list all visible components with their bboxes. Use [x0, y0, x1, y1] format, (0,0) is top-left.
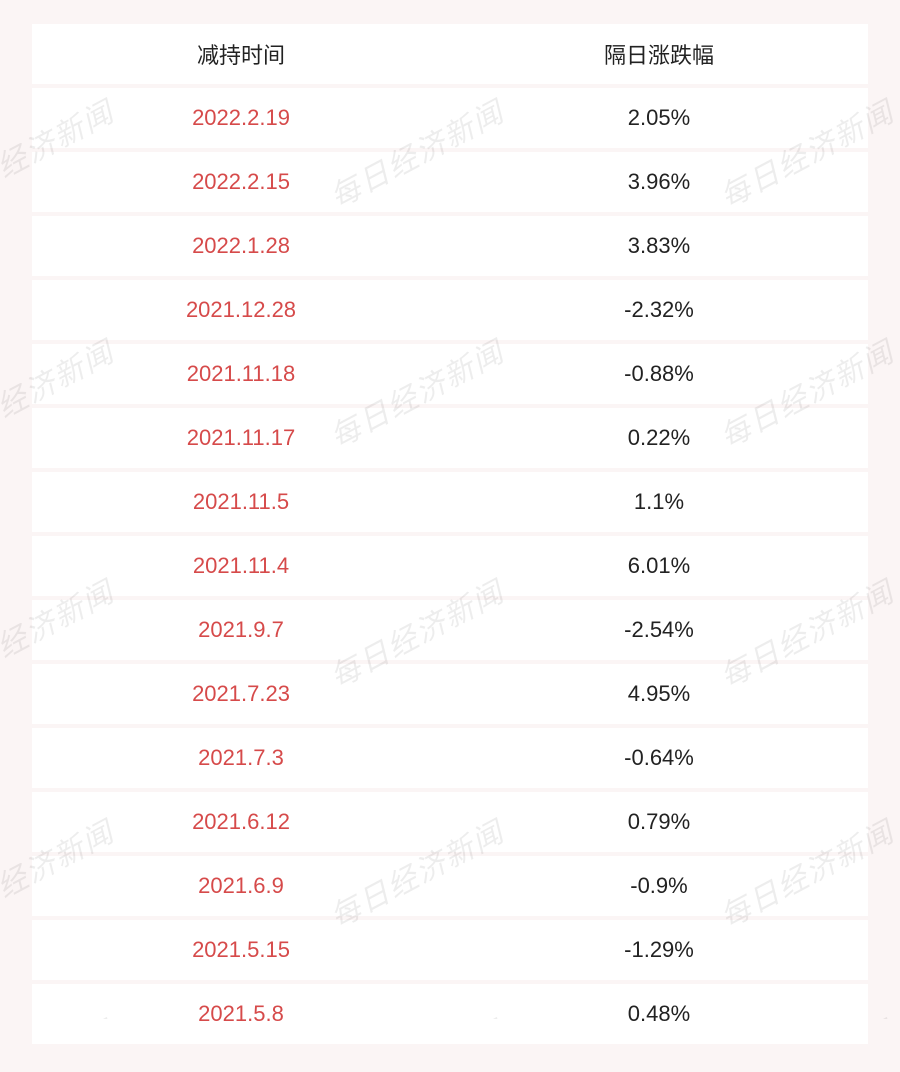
cell-date: 2022.1.28 — [32, 233, 450, 259]
cell-date: 2021.9.7 — [32, 617, 450, 643]
table-row: 2021.12.28-2.32% — [32, 280, 868, 340]
table-row: 2021.11.18-0.88% — [32, 344, 868, 404]
cell-date: 2021.5.8 — [32, 1001, 450, 1027]
cell-value: 0.22% — [450, 425, 868, 451]
cell-date: 2021.5.15 — [32, 937, 450, 963]
cell-date: 2021.11.18 — [32, 361, 450, 387]
table-row: 2021.11.51.1% — [32, 472, 868, 532]
cell-date: 2021.7.23 — [32, 681, 450, 707]
cell-date: 2021.6.12 — [32, 809, 450, 835]
table-row: 2021.9.7-2.54% — [32, 600, 868, 660]
cell-value: -2.54% — [450, 617, 868, 643]
table-row: 2021.6.9-0.9% — [32, 856, 868, 916]
cell-date: 2021.6.9 — [32, 873, 450, 899]
cell-value: 3.96% — [450, 169, 868, 195]
table-row: 2021.6.120.79% — [32, 792, 868, 852]
cell-value: 2.05% — [450, 105, 868, 131]
cell-value: 6.01% — [450, 553, 868, 579]
cell-value: -0.9% — [450, 873, 868, 899]
table-row: 2022.2.192.05% — [32, 88, 868, 148]
cell-date: 2022.2.19 — [32, 105, 450, 131]
cell-date: 2021.11.4 — [32, 553, 450, 579]
table-row: 2021.11.46.01% — [32, 536, 868, 596]
cell-value: -1.29% — [450, 937, 868, 963]
data-table: 减持时间 隔日涨跌幅 2022.2.192.05%2022.2.153.96%2… — [0, 0, 900, 1072]
table-body: 2022.2.192.05%2022.2.153.96%2022.1.283.8… — [32, 88, 868, 1044]
cell-date: 2021.7.3 — [32, 745, 450, 771]
header-value: 隔日涨跌幅 — [450, 38, 868, 70]
table-row: 2021.7.234.95% — [32, 664, 868, 724]
cell-date: 2022.2.15 — [32, 169, 450, 195]
cell-value: 1.1% — [450, 489, 868, 515]
table-header-row: 减持时间 隔日涨跌幅 — [32, 24, 868, 84]
cell-date: 2021.11.5 — [32, 489, 450, 515]
cell-value: 0.48% — [450, 1001, 868, 1027]
cell-date: 2021.11.17 — [32, 425, 450, 451]
table-row: 2021.7.3-0.64% — [32, 728, 868, 788]
table-row: 2021.11.170.22% — [32, 408, 868, 468]
cell-date: 2021.12.28 — [32, 297, 450, 323]
table-row: 2022.2.153.96% — [32, 152, 868, 212]
cell-value: -0.64% — [450, 745, 868, 771]
table-row: 2021.5.80.48% — [32, 984, 868, 1044]
cell-value: -0.88% — [450, 361, 868, 387]
cell-value: 0.79% — [450, 809, 868, 835]
table-row: 2022.1.283.83% — [32, 216, 868, 276]
cell-value: 3.83% — [450, 233, 868, 259]
cell-value: 4.95% — [450, 681, 868, 707]
table-row: 2021.5.15-1.29% — [32, 920, 868, 980]
cell-value: -2.32% — [450, 297, 868, 323]
header-date: 减持时间 — [32, 38, 450, 70]
